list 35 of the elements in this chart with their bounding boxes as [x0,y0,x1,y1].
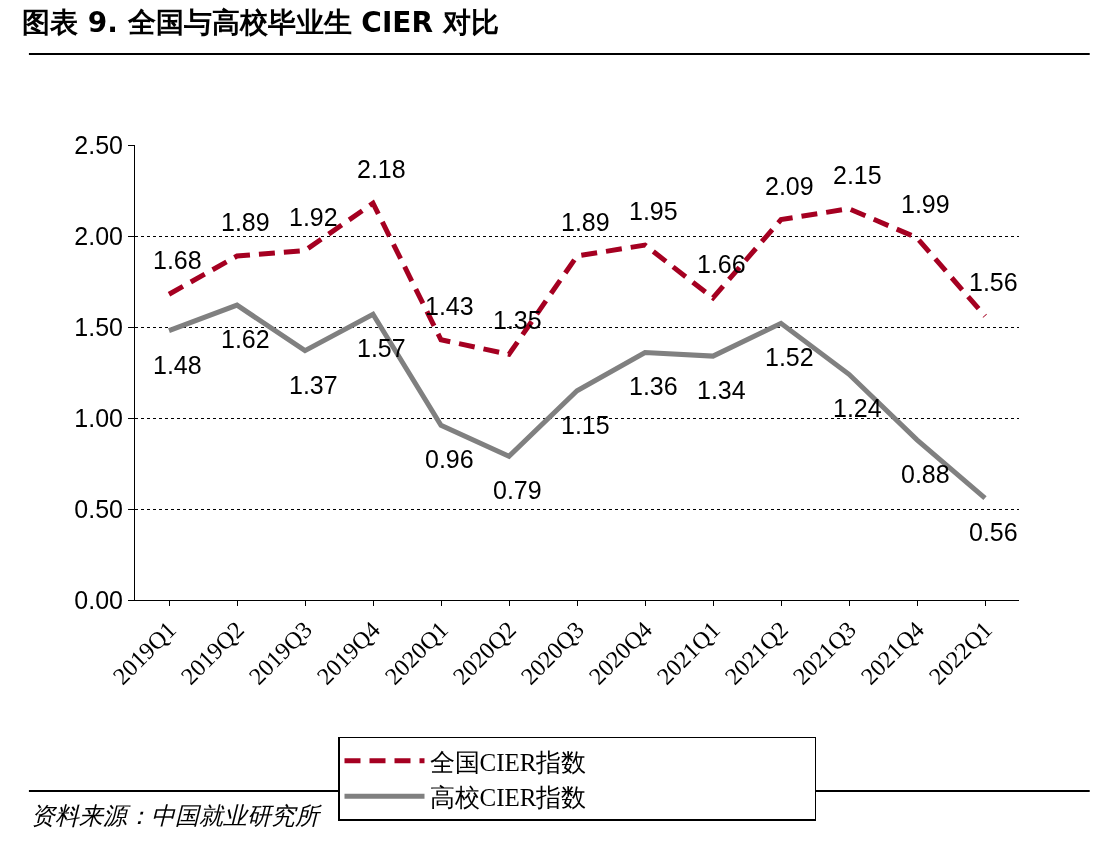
data-label: 1.66 [697,250,746,278]
chart-title: 图表 9. 全国与高校毕业生 CIER 对比 [21,6,499,40]
data-label: 0.56 [969,518,1018,546]
data-label: 1.89 [561,208,610,236]
data-label: 1.34 [697,376,746,404]
y-tick-label: 2.00 [74,221,123,250]
data-label: 1.24 [833,394,882,422]
data-label: 1.62 [221,325,270,353]
data-label: 1.36 [629,372,678,400]
y-tick-label: 1.50 [74,312,123,341]
text: 资料来源：中国就业研究所 [31,802,322,830]
legend-label: 高校CIER指数 [429,784,587,811]
y-tick-label: 1.00 [74,403,123,432]
data-label: 1.48 [153,351,202,379]
y-tick-label: 2.50 [74,130,123,159]
y-tick-label: 0.50 [74,494,123,523]
data-label: 2.09 [765,172,814,200]
data-label: 1.92 [289,203,338,231]
data-label: 1.57 [357,334,406,362]
data-label: 2.15 [833,161,882,189]
data-label: 2.18 [357,155,406,183]
data-label: 0.96 [425,445,474,473]
data-label: 1.56 [969,268,1018,296]
data-label: 1.95 [629,197,678,225]
data-label: 1.89 [221,208,270,236]
data-label: 1.68 [153,246,202,274]
data-label: 0.79 [493,476,542,504]
data-label: 1.43 [425,292,474,320]
data-label: 1.37 [289,371,338,399]
data-label: 0.88 [901,460,950,488]
legend-label: 全国CIER指数 [429,748,587,776]
data-label: 1.52 [765,343,814,371]
data-label: 1.15 [561,411,610,439]
y-tick-label: 0.00 [74,585,123,614]
data-label: 1.99 [901,190,950,218]
